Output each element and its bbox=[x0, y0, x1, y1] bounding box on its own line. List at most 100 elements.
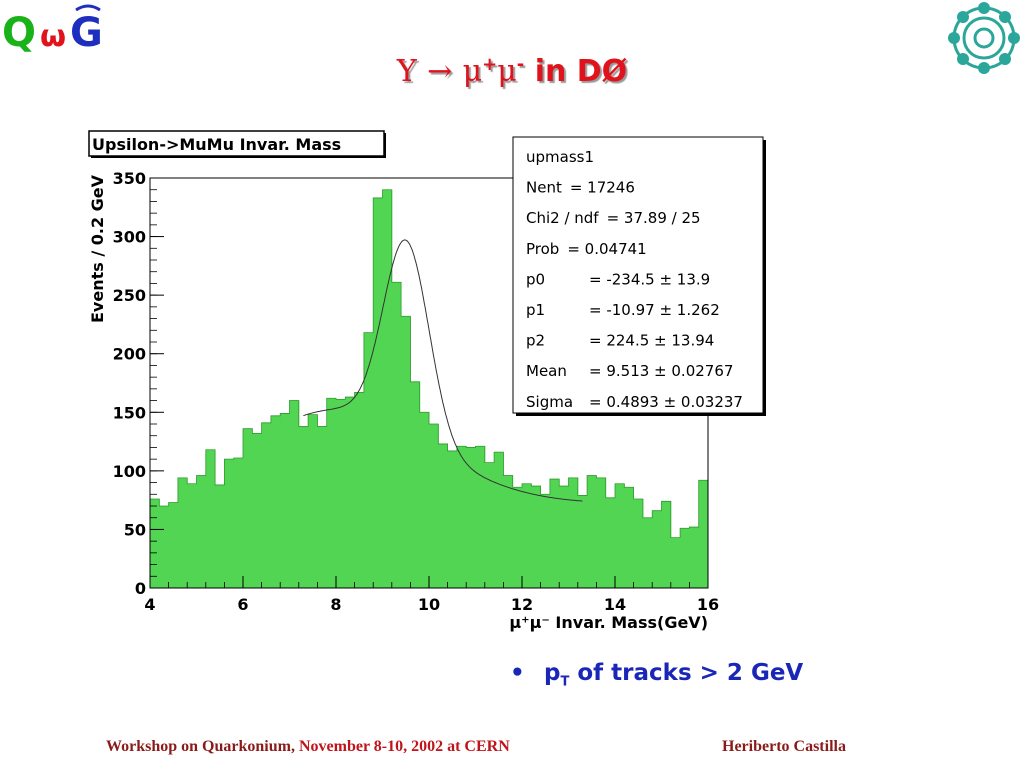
histogram-bar bbox=[410, 381, 421, 588]
mu-symbol-2: μ bbox=[497, 54, 517, 89]
upsilon-symbol: Υ bbox=[396, 54, 417, 89]
stats-label: Mean bbox=[526, 362, 567, 380]
histogram-bars bbox=[149, 189, 709, 588]
histogram-bar bbox=[577, 495, 588, 588]
histogram-bar bbox=[252, 433, 262, 588]
histogram-bar bbox=[150, 498, 160, 588]
y-tick-label: 350 bbox=[113, 169, 146, 188]
histogram-bar bbox=[261, 422, 272, 588]
footer-left: Workshop on Quarkonium, November 8-10, 2… bbox=[106, 738, 510, 756]
histogram-bar bbox=[642, 517, 653, 588]
histogram-bar bbox=[698, 480, 709, 588]
histogram-bar bbox=[168, 502, 179, 588]
histogram-bar bbox=[670, 537, 681, 588]
histogram-bar bbox=[512, 487, 523, 588]
svg-text:ω: ω bbox=[40, 19, 66, 54]
footer-workshop: Workshop on Quarkonium, bbox=[106, 738, 299, 755]
histogram-bar bbox=[373, 197, 383, 588]
histogram-bar bbox=[336, 399, 346, 588]
histogram-bar bbox=[456, 446, 467, 588]
stats-value: = 224.5 ± 13.94 bbox=[589, 332, 714, 350]
histogram-title: Upsilon->MuMu Invar. Mass bbox=[92, 135, 341, 154]
arrow-symbol: → bbox=[427, 54, 453, 89]
bullet-p: p bbox=[544, 660, 561, 686]
histogram-bar bbox=[494, 452, 504, 588]
bullet-item: • pT of tracks > 2 GeV bbox=[510, 660, 803, 690]
histogram-bar bbox=[215, 484, 225, 588]
histogram-bar bbox=[661, 501, 672, 588]
stats-label: Sigma bbox=[526, 393, 573, 411]
histogram-bar bbox=[429, 424, 439, 588]
x-tick-label: 8 bbox=[330, 595, 341, 614]
svg-text:Q: Q bbox=[2, 10, 36, 54]
y-tick-label: 0 bbox=[135, 579, 146, 598]
y-tick-label: 50 bbox=[124, 520, 146, 539]
stats-value: = 0.4893 ± 0.03237 bbox=[589, 393, 743, 411]
histogram-bar bbox=[363, 332, 374, 588]
histogram-bar bbox=[233, 457, 244, 588]
histogram-bar bbox=[289, 400, 300, 588]
histogram-bar bbox=[596, 477, 607, 588]
x-axis-label: μ⁺μ⁻ Invar. Mass(GeV) bbox=[509, 613, 708, 632]
stats-value: = -234.5 ± 13.9 bbox=[589, 270, 710, 288]
stats-value: = 0.04741 bbox=[567, 240, 646, 258]
y-tick-label: 100 bbox=[113, 462, 146, 481]
qwg-logo: Q ω G bbox=[2, 4, 103, 54]
histogram-bar bbox=[270, 415, 281, 588]
histogram-bar bbox=[317, 426, 328, 588]
bullet-dot: • bbox=[510, 660, 525, 686]
histogram-bar bbox=[540, 494, 551, 588]
histogram-bar bbox=[652, 510, 662, 588]
footer-date: November 8-10, 2002 at CERN bbox=[298, 738, 510, 755]
footer-author: Heriberto Castilla bbox=[722, 738, 846, 755]
stats-label: Chi2 / ndf bbox=[526, 209, 599, 227]
histogram-outline bbox=[149, 189, 709, 588]
title-tail: in DØ bbox=[524, 54, 628, 89]
institution-seal-logo bbox=[948, 2, 1020, 74]
histogram-bar bbox=[531, 486, 541, 588]
svg-text:G: G bbox=[70, 10, 103, 54]
histogram-bar bbox=[559, 486, 569, 588]
histogram-bar bbox=[391, 282, 402, 588]
bullet-subscript: T bbox=[560, 674, 570, 690]
fit-curve bbox=[303, 239, 583, 502]
histogram-bar bbox=[382, 189, 393, 588]
stats-label: upmass1 bbox=[526, 148, 594, 166]
histogram-bar bbox=[187, 483, 197, 588]
histogram-bar bbox=[224, 459, 235, 588]
histogram-bar bbox=[298, 426, 309, 588]
minus-sign: - bbox=[516, 54, 525, 75]
histogram-bar bbox=[633, 498, 644, 588]
stats-value: = -10.97 ± 1.262 bbox=[589, 301, 720, 319]
stats-value: = 17246 bbox=[570, 179, 635, 197]
histogram-bar bbox=[568, 477, 579, 588]
axes: 4 6 8 10 12 14 16 0 50 100 150 200 250 300 350 bbox=[113, 169, 720, 614]
mu-symbol: μ bbox=[462, 54, 483, 89]
slide-title: Υ → μ+μ- in DØ bbox=[0, 54, 1024, 89]
histogram-bar bbox=[615, 483, 625, 588]
histogram-bar bbox=[447, 450, 458, 588]
histogram-bar bbox=[624, 487, 634, 588]
histogram-bar bbox=[345, 397, 355, 588]
stats-label: p1 bbox=[526, 301, 545, 319]
x-tick-label: 6 bbox=[237, 595, 248, 614]
stats-label: Nent bbox=[526, 179, 562, 197]
x-tick-label: 14 bbox=[604, 595, 626, 614]
stats-box: upmass1 Nent = 17246 Chi2 / ndf = 37.89 / 25… bbox=[512, 136, 766, 416]
histogram-bar bbox=[308, 414, 318, 588]
y-tick-label: 300 bbox=[113, 228, 146, 247]
histogram-bar bbox=[587, 475, 597, 588]
histogram-bar bbox=[466, 447, 476, 588]
x-tick-label: 4 bbox=[144, 595, 155, 614]
histogram-bar bbox=[354, 392, 365, 588]
stats-value: = 37.89 / 25 bbox=[607, 209, 701, 227]
stats-value: = 9.513 ± 0.02767 bbox=[589, 362, 733, 380]
histogram-bar bbox=[177, 477, 188, 588]
histogram-bar bbox=[549, 479, 560, 588]
histogram-bar bbox=[243, 428, 253, 588]
histogram-bar bbox=[503, 475, 514, 588]
histogram-bar bbox=[280, 413, 290, 588]
y-tick-label: 150 bbox=[113, 403, 146, 422]
histogram-title-box: Upsilon->MuMu Invar. Mass bbox=[88, 130, 386, 158]
